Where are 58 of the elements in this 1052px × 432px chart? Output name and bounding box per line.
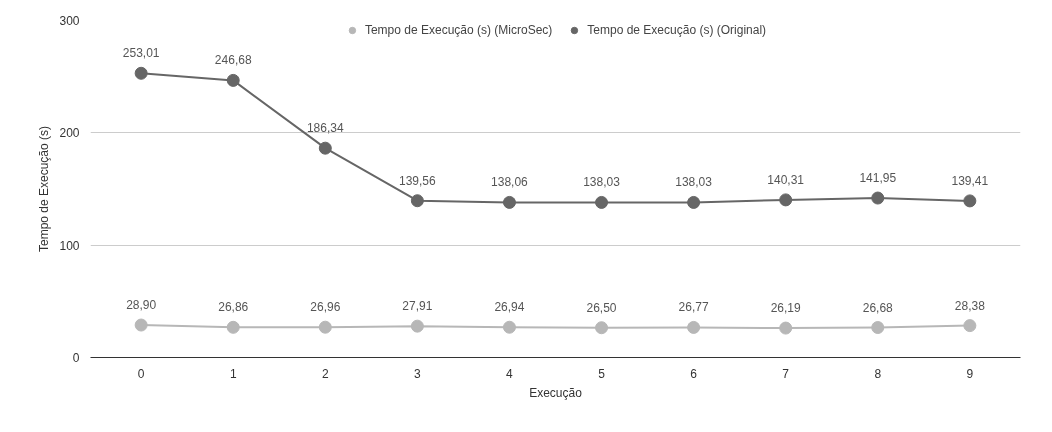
data-label: 186,34 xyxy=(306,121,344,136)
point xyxy=(226,320,240,334)
x-tick-label: 0 xyxy=(137,366,145,381)
point xyxy=(687,320,701,334)
data-label: 26,50 xyxy=(586,300,617,315)
point xyxy=(595,321,609,335)
point xyxy=(502,195,516,209)
x-axis-title: Execução xyxy=(529,385,583,400)
point xyxy=(871,191,885,205)
point xyxy=(410,194,424,208)
y-axis-title: Tempo de Execução (s) xyxy=(37,125,52,253)
data-label: 28,38 xyxy=(954,298,986,313)
point xyxy=(963,194,977,208)
point xyxy=(318,141,332,155)
y-tick-label: 0 xyxy=(72,351,80,365)
point xyxy=(687,195,701,209)
point xyxy=(779,321,793,335)
point xyxy=(595,195,609,209)
y-tick-label: 100 xyxy=(59,238,80,253)
point xyxy=(134,318,148,332)
y-tick-label: 200 xyxy=(59,126,80,141)
data-label: 26,77 xyxy=(678,300,709,315)
data-label: 141,95 xyxy=(859,171,897,186)
legend-label: Tempo de Execução (s) (Original) xyxy=(587,23,767,37)
x-tick-label: 1 xyxy=(229,366,237,381)
data-label: 26,94 xyxy=(494,300,525,315)
data-label: 246,68 xyxy=(214,53,252,68)
data-label: 26,19 xyxy=(770,301,802,316)
data-label: 26,86 xyxy=(218,300,249,315)
x-tick-label: 2 xyxy=(321,366,329,381)
point xyxy=(134,66,148,80)
data-label: 138,03 xyxy=(583,175,621,190)
data-label: 253,01 xyxy=(122,46,160,61)
x-tick-label: 8 xyxy=(874,366,882,381)
data-label: 138,06 xyxy=(491,175,529,190)
point xyxy=(963,319,977,333)
point xyxy=(318,320,332,334)
point xyxy=(502,320,516,334)
data-label: 139,56 xyxy=(399,173,437,188)
point xyxy=(226,73,240,87)
legend-label: Tempo de Execução (s) (MicroSec) xyxy=(364,23,553,37)
data-label: 138,03 xyxy=(675,175,713,190)
data-label: 140,31 xyxy=(767,172,805,187)
point xyxy=(871,321,885,335)
point xyxy=(779,193,793,207)
x-tick-label: 4 xyxy=(506,366,514,381)
x-tick-label: 3 xyxy=(414,366,422,381)
x-tick-label: 7 xyxy=(782,366,790,381)
point xyxy=(410,319,424,333)
data-label: 27,91 xyxy=(402,299,433,314)
x-tick-label: 9 xyxy=(966,366,974,381)
x-tick-label: 5 xyxy=(598,366,606,381)
data-label: 28,90 xyxy=(126,298,157,313)
data-label: 26,68 xyxy=(862,300,894,315)
data-label: 139,41 xyxy=(951,173,989,188)
data-label: 26,96 xyxy=(310,300,341,315)
y-tick-label: 300 xyxy=(59,14,80,28)
x-tick-label: 6 xyxy=(690,366,698,381)
